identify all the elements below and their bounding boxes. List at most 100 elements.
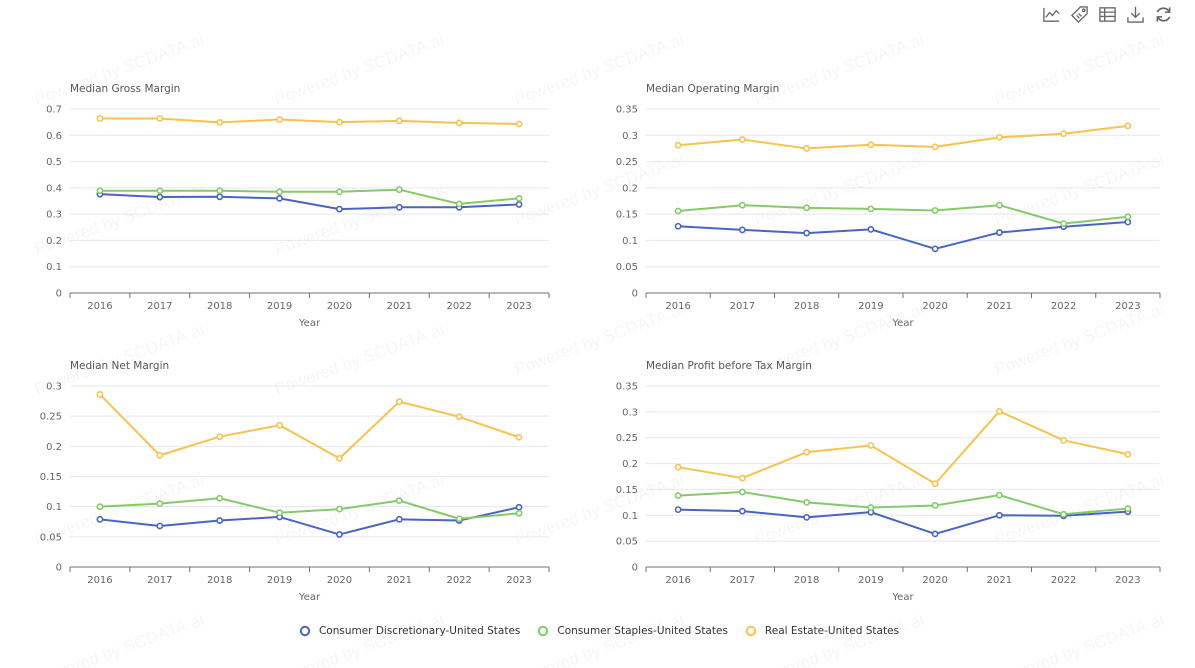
download-icon[interactable] bbox=[1126, 5, 1145, 24]
y-tick-label: 0.6 bbox=[46, 131, 62, 142]
x-tick-label: 2022 bbox=[1051, 301, 1076, 312]
data-point bbox=[515, 509, 523, 517]
y-tick-label: 0.1 bbox=[46, 502, 62, 513]
legend-marker-icon bbox=[538, 625, 549, 637]
x-axis-title: Year bbox=[891, 318, 914, 329]
y-tick-label: 0.05 bbox=[40, 532, 62, 543]
x-tick-label: 2017 bbox=[730, 575, 755, 586]
data-point bbox=[803, 448, 811, 456]
data-point bbox=[995, 511, 1003, 519]
x-tick-label: 2023 bbox=[1115, 301, 1140, 312]
chart-title: Median Gross Margin bbox=[70, 83, 180, 95]
y-tick-label: 0.15 bbox=[40, 472, 62, 483]
data-point bbox=[674, 207, 682, 215]
data-point bbox=[216, 494, 224, 502]
data-point bbox=[1124, 505, 1132, 512]
data-point bbox=[931, 207, 939, 214]
data-point bbox=[156, 522, 164, 530]
data-point bbox=[803, 204, 811, 212]
series-line bbox=[678, 204, 1128, 225]
data-point bbox=[803, 498, 811, 506]
x-tick-label: 2018 bbox=[207, 301, 232, 312]
x-tick-label: 2023 bbox=[506, 301, 531, 312]
data-point bbox=[276, 116, 283, 123]
data-point bbox=[738, 226, 746, 234]
series-line bbox=[99, 117, 520, 125]
chart-panel-1: Median Gross Margin 0 0.1 0.2 0.3 0.4 0.5 0.6 0.… bbox=[46, 83, 550, 329]
data-point bbox=[674, 141, 682, 149]
y-tick-label: 0.2 bbox=[46, 442, 62, 453]
data-point bbox=[336, 454, 343, 462]
legend-item-real-estate[interactable]: Real Estate-United States bbox=[742, 624, 899, 638]
data-point bbox=[276, 188, 283, 196]
refresh-icon[interactable] bbox=[1154, 5, 1173, 24]
data-point bbox=[96, 391, 104, 398]
data-point bbox=[1060, 220, 1068, 228]
data-point bbox=[1124, 450, 1132, 458]
data-point bbox=[867, 225, 875, 233]
legend-item-consumer-staples[interactable]: Consumer Staples-United States bbox=[534, 624, 728, 638]
chart-title: Median Profit before Tax Margin bbox=[646, 360, 812, 372]
series-line bbox=[678, 124, 1128, 150]
x-axis-title: Year bbox=[891, 592, 914, 603]
chart-title: Median Net Margin bbox=[70, 360, 169, 372]
data-point bbox=[96, 187, 104, 195]
x-tick-label: 2022 bbox=[1051, 575, 1076, 586]
data-point bbox=[931, 502, 939, 509]
data-point bbox=[216, 517, 224, 524]
data-point bbox=[515, 433, 523, 441]
data-point bbox=[995, 201, 1003, 209]
y-tick-label: 0 bbox=[632, 289, 638, 300]
y-tick-label: 0.35 bbox=[616, 382, 638, 393]
x-axis-title: Year bbox=[298, 318, 321, 329]
y-tick-label: 0.1 bbox=[622, 236, 638, 247]
data-point bbox=[156, 187, 164, 195]
data-point bbox=[738, 507, 746, 515]
x-tick-label: 2020 bbox=[922, 575, 947, 586]
data-point bbox=[336, 505, 343, 513]
data-point bbox=[931, 143, 939, 151]
chart-toolbox bbox=[1042, 5, 1173, 24]
data-point bbox=[455, 119, 463, 127]
y-tick-label: 0 bbox=[632, 563, 638, 574]
data-point bbox=[515, 120, 523, 128]
legend-label: Consumer Discretionary-United States bbox=[318, 625, 521, 637]
series-line bbox=[99, 393, 520, 460]
x-tick-label: 2016 bbox=[665, 575, 690, 586]
data-point bbox=[515, 503, 523, 511]
tag-icon[interactable] bbox=[1070, 5, 1089, 24]
legend-label: Consumer Staples-United States bbox=[557, 625, 728, 637]
x-tick-label: 2018 bbox=[794, 575, 819, 586]
data-point bbox=[1124, 218, 1132, 226]
series-line bbox=[99, 506, 520, 536]
line-chart-icon[interactable] bbox=[1042, 5, 1061, 24]
legend-item-consumer-discretionary[interactable]: Consumer Discretionary-United States bbox=[296, 624, 520, 638]
y-tick-label: 0.25 bbox=[40, 412, 62, 423]
data-point bbox=[995, 229, 1003, 236]
data-point bbox=[738, 488, 746, 496]
data-point bbox=[674, 222, 682, 230]
chart-panel-3: Median Net Margin 0 0.05 0.1 0.15 0.2 0.25 0.3 2… bbox=[40, 360, 550, 603]
x-tick-label: 2019 bbox=[858, 301, 883, 312]
y-tick-label: 0.2 bbox=[46, 236, 62, 247]
y-tick-label: 0.1 bbox=[46, 262, 62, 273]
data-point bbox=[395, 515, 403, 523]
x-tick-label: 2019 bbox=[858, 575, 883, 586]
y-tick-label: 0.4 bbox=[46, 183, 62, 194]
y-tick-label: 0.35 bbox=[616, 105, 638, 116]
data-point bbox=[931, 530, 939, 538]
data-point bbox=[674, 463, 682, 471]
data-point bbox=[276, 194, 283, 202]
data-point bbox=[867, 141, 875, 149]
data-point bbox=[867, 504, 875, 511]
data-point bbox=[867, 205, 875, 213]
data-view-icon[interactable] bbox=[1098, 5, 1117, 24]
data-point bbox=[336, 531, 343, 538]
data-point bbox=[216, 433, 224, 441]
y-tick-label: 0.05 bbox=[616, 537, 638, 548]
y-tick-label: 0.5 bbox=[46, 157, 62, 168]
x-tick-label: 2021 bbox=[987, 575, 1012, 586]
data-point bbox=[395, 186, 403, 194]
y-tick-label: 0.1 bbox=[622, 511, 638, 522]
